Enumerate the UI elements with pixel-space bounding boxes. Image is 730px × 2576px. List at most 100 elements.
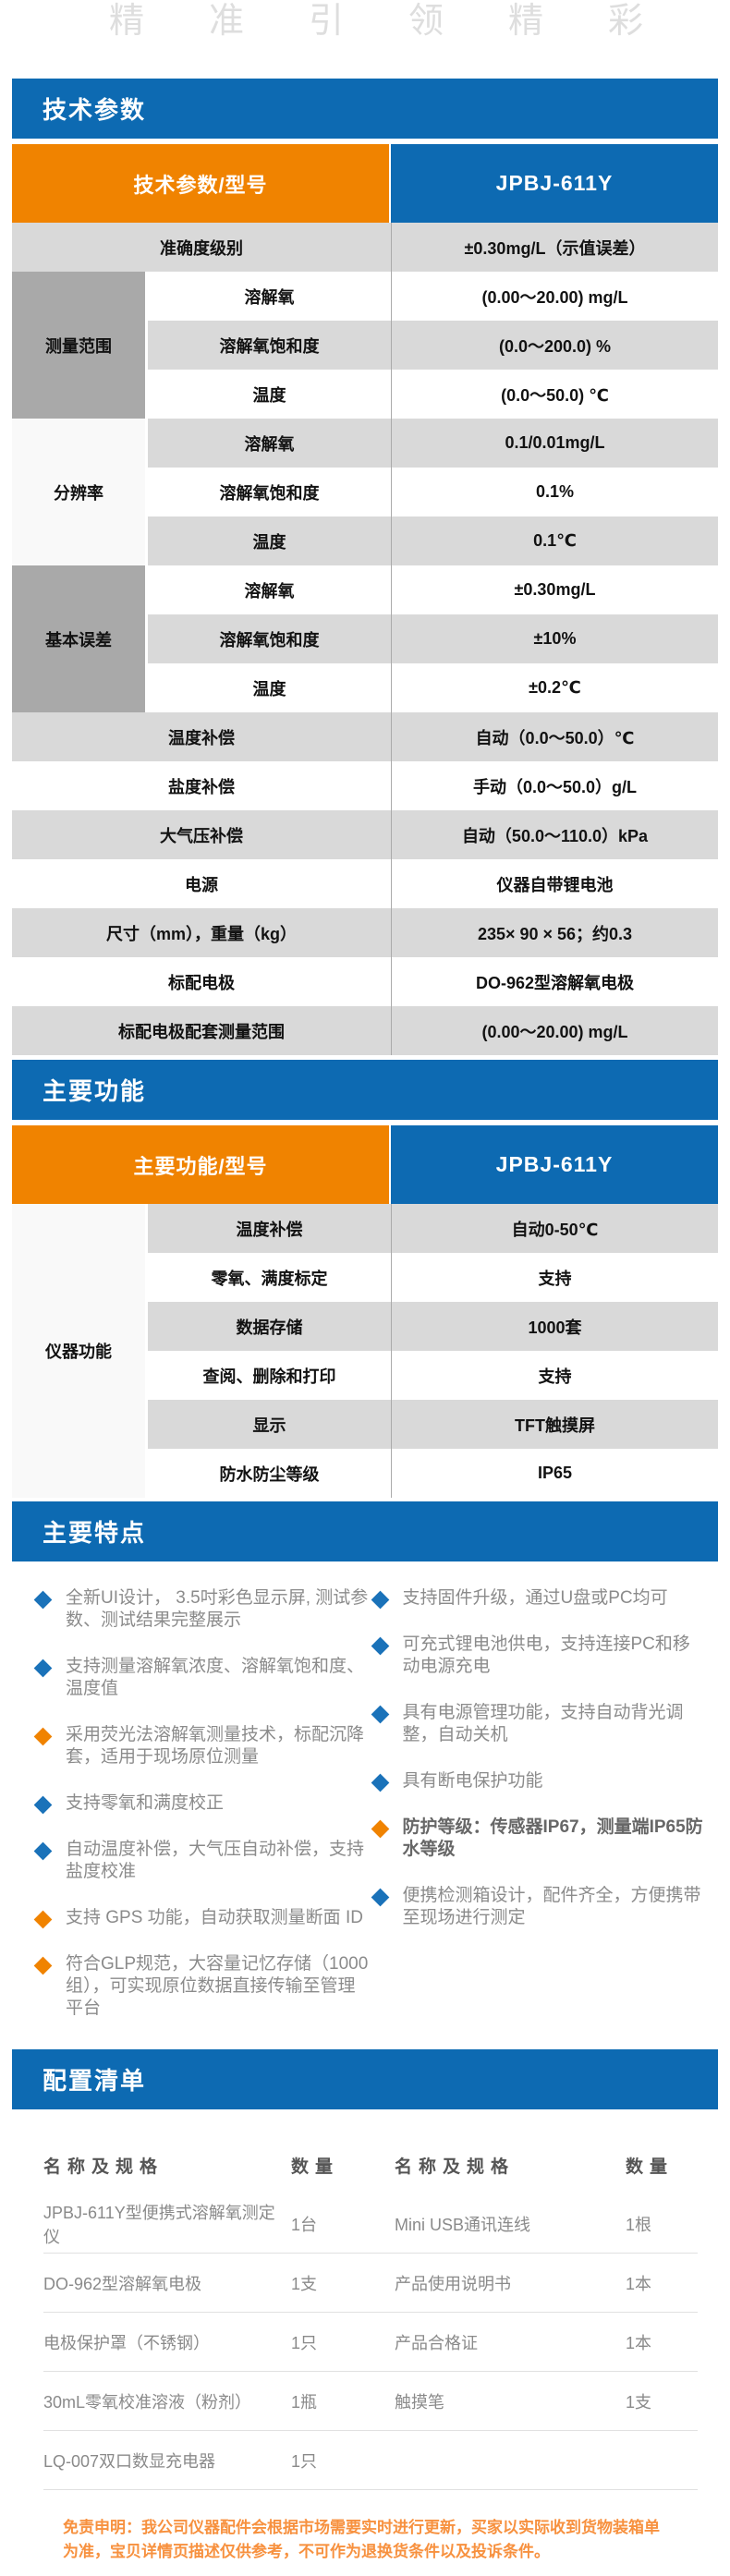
spec-row-value: 自动（50.0～110.0）kPa xyxy=(391,810,718,859)
spec-row-value: 1000套 xyxy=(391,1302,718,1351)
spec-row-value: 自动（0.0～50.0）℃ xyxy=(391,712,718,761)
spec-row-label: 标配电极配套测量范围 xyxy=(12,1006,391,1055)
spec-row-value: (0.0～200.0) % xyxy=(391,321,718,370)
brand-watermark: 精准引领精彩 xyxy=(109,2,709,41)
packing-list-row: DO-962型溶解氧电极 1支 产品使用说明书 1本 xyxy=(43,2254,698,2313)
spec-row-value: 235× 90 × 56；约0.3 xyxy=(391,908,718,957)
disclaimer-text: 免责申明：我公司仪器配件会根据市场需要实时进行更新，买家以实际收到货物装箱单为准… xyxy=(63,2519,660,2560)
tech-table-rows: 准确度级别 ±0.30mg/L（示值误差） 测量范围 溶解氧 (0.00～20.00) … xyxy=(12,223,718,1055)
diamond-bullet-icon xyxy=(371,1888,389,1907)
feature-item: 支持零氧和满度校正 xyxy=(33,1792,372,1815)
diamond-bullet-icon xyxy=(371,1773,389,1792)
col-header-name-spec: 名称及规格 xyxy=(43,2157,164,2177)
feature-text: 符合GLP规范，大容量记忆存储（1000组），可实现原位数据直接传输至管理平台 xyxy=(66,1954,369,2018)
feature-item: 防护等级：传感器IP67，测量端IP65防水等级 xyxy=(371,1817,710,1861)
spec-row-label: 盐度补偿 xyxy=(12,761,391,810)
functions-table: 主要功能/型号 JPBJ-611Y 仪器功能 温度补偿 自动0-50℃ 零氧、满度标定… xyxy=(12,1125,718,1498)
feature-text: 可充式锂电池供电，支持连接PC和移动电源充电 xyxy=(402,1634,690,1676)
item-name: DO-962型溶解氧电极 xyxy=(43,2274,202,2293)
spec-row-label: 溶解氧 xyxy=(148,272,391,321)
item-qty: 1支 xyxy=(291,2274,318,2293)
item-name: 产品合格证 xyxy=(395,2333,478,2352)
functions-header-model: JPBJ-611Y xyxy=(391,1125,718,1204)
spec-row-label: 溶解氧饱和度 xyxy=(148,614,391,663)
diamond-bullet-icon xyxy=(33,1590,53,1610)
feature-text: 全新UI设计， 3.5吋彩色显示屏, 测试参数、测试结果完整展示 xyxy=(66,1588,369,1630)
diamond-bullet-icon xyxy=(33,1841,53,1861)
feature-item: 支持固件升级，通过U盘或PC均可 xyxy=(371,1587,710,1610)
feature-item: 具有电源管理功能，支持自动背光调整，自动关机 xyxy=(371,1702,710,1746)
feature-item: 符合GLP规范，大容量记忆存储（1000组），可实现原位数据直接传输至管理平台 xyxy=(33,1953,372,2020)
diamond-bullet-icon xyxy=(371,1590,389,1610)
spec-row-label: 温度 xyxy=(148,370,391,419)
feature-item: 自动温度补偿，大气压自动补偿，支持盐度校准 xyxy=(33,1839,372,1883)
item-qty: 1根 xyxy=(626,2215,652,2234)
item-name: 电极保护罩（不锈钢） xyxy=(43,2333,210,2352)
spec-row-label: 大气压补偿 xyxy=(12,810,391,859)
spec-row-label: 温度 xyxy=(148,516,391,565)
packing-list-table: 名称及规格 数量 名称及规格 数量 JPBJ-611Y型便携式溶解氧测定仪 1台 M… xyxy=(12,2146,718,2490)
spec-row-label: 溶解氧饱和度 xyxy=(148,468,391,516)
spec-group-cell: 分辨率 xyxy=(12,419,148,565)
feature-text: 具有断电保护功能 xyxy=(402,1771,543,1791)
spec-row-label: 尺寸（mm），重量（kg） xyxy=(12,908,391,957)
spec-row-label: 标配电极 xyxy=(12,957,391,1006)
item-name: Mini USB通讯连线 xyxy=(395,2215,531,2234)
section-title-tech-params: 技术参数 xyxy=(12,79,718,139)
spec-row-value: 支持 xyxy=(391,1253,718,1302)
item-name: 30mL零氧校准溶液（粉剂） xyxy=(43,2392,252,2412)
tech-header-model: JPBJ-611Y xyxy=(391,144,718,223)
packing-list-rows: JPBJ-611Y型便携式溶解氧测定仪 1台 Mini USB通讯连线 1根 DO-96… xyxy=(43,2194,698,2490)
packing-list-row: 电极保护罩（不锈钢） 1只 产品合格证 1本 xyxy=(43,2313,698,2372)
spec-row-label: 数据存储 xyxy=(148,1302,391,1351)
feature-text: 支持 GPS 功能，自动获取测量断面 ID xyxy=(66,1908,363,1927)
spec-group-cell: 基本误差 xyxy=(12,565,148,712)
product-detail-page: 技术参数 技术参数/型号 JPBJ-611Y 准确度级别 ±0.30mg/L（示值… xyxy=(12,79,718,2564)
feature-item: 支持 GPS 功能，自动获取测量断面 ID xyxy=(33,1907,372,1929)
spec-row-label: 溶解氧 xyxy=(148,565,391,614)
spec-row-value: (0.0～50.0) ℃ xyxy=(391,370,718,419)
spec-row-value: ±0.2℃ xyxy=(391,663,718,712)
spec-row-value: IP65 xyxy=(391,1449,718,1498)
spec-row-value: (0.00～20.00) mg/L xyxy=(391,1006,718,1055)
packing-list-row: LQ-007双口数显充电器 1只 xyxy=(43,2431,698,2490)
diamond-bullet-icon xyxy=(371,1819,389,1839)
packing-list-header-row: 名称及规格 数量 名称及规格 数量 xyxy=(43,2146,698,2183)
spec-row-value: 支持 xyxy=(391,1351,718,1400)
spec-row-label: 温度补偿 xyxy=(148,1204,391,1253)
spec-row-label: 显示 xyxy=(148,1400,391,1449)
item-name: 产品使用说明书 xyxy=(395,2274,511,2293)
spec-row-value: 0.1/0.01mg/L xyxy=(391,419,718,468)
feature-text: 具有电源管理功能，支持自动背光调整，自动关机 xyxy=(402,1703,684,1744)
diamond-bullet-icon xyxy=(33,1727,53,1746)
functions-header-label: 主要功能/型号 xyxy=(12,1125,391,1204)
col-header-qty: 数量 xyxy=(626,2157,675,2177)
spec-row-value: ±10% xyxy=(391,614,718,663)
item-qty: 1本 xyxy=(626,2333,652,2352)
spec-row-label: 零氧、满度标定 xyxy=(148,1253,391,1302)
spec-row-value: 0.1% xyxy=(391,468,718,516)
features-column-right: 支持固件升级，通过U盘或PC均可 可充式锂电池供电，支持连接PC和移动电源充电 具有… xyxy=(371,1587,710,2044)
spec-row-label: 溶解氧 xyxy=(148,419,391,468)
diamond-bullet-icon xyxy=(33,1956,53,1975)
feature-item: 可充式锂电池供电，支持连接PC和移动电源充电 xyxy=(371,1634,710,1678)
diamond-bullet-icon xyxy=(371,1636,389,1656)
spec-row-label: 准确度级别 xyxy=(12,223,391,272)
item-qty: 1瓶 xyxy=(291,2392,318,2412)
col-header-name-spec: 名称及规格 xyxy=(395,2157,516,2177)
diamond-bullet-icon xyxy=(33,1910,53,1929)
tech-params-table: 技术参数/型号 JPBJ-611Y 准确度级别 ±0.30mg/L（示值误差） 测量… xyxy=(12,144,718,1055)
item-qty: 1只 xyxy=(291,2451,318,2471)
features-column-left: 全新UI设计， 3.5吋彩色显示屏, 测试参数、测试结果完整展示 支持测量溶解氧浓… xyxy=(33,1587,372,2044)
feature-item: 支持测量溶解氧浓度、溶解氧饱和度、温度值 xyxy=(33,1656,372,1700)
spec-row-label: 温度补偿 xyxy=(12,712,391,761)
feature-text: 支持测量溶解氧浓度、溶解氧饱和度、温度值 xyxy=(66,1657,365,1698)
feature-text: 支持零氧和满度校正 xyxy=(66,1793,225,1813)
spec-row-label: 防水防尘等级 xyxy=(148,1449,391,1498)
item-qty: 1只 xyxy=(291,2333,318,2352)
key-features: 全新UI设计， 3.5吋彩色显示屏, 测试参数、测试结果完整展示 支持测量溶解氧浓… xyxy=(12,1561,718,2049)
spec-group-cell: 仪器功能 xyxy=(12,1204,148,1498)
spec-row-label: 电源 xyxy=(12,859,391,908)
functions-table-rows: 仪器功能 温度补偿 自动0-50℃ 零氧、满度标定 支持 数据存储 1000套 查阅、删除和打… xyxy=(12,1204,718,1498)
feature-item: 全新UI设计， 3.5吋彩色显示屏, 测试参数、测试结果完整展示 xyxy=(33,1587,372,1632)
